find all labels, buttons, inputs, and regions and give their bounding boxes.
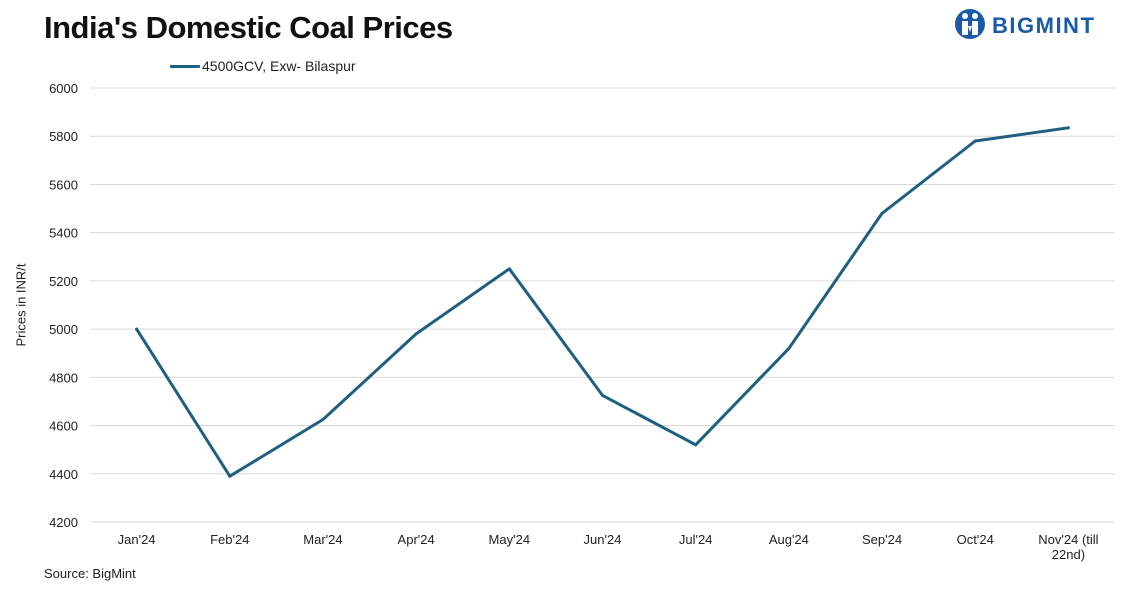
x-tick-label: May'24: [489, 532, 531, 547]
y-tick-label: 4600: [49, 419, 78, 434]
x-tick-label: Apr'24: [398, 532, 435, 547]
y-tick-label: 4800: [49, 370, 78, 385]
x-tick-label: Jan'24: [118, 532, 156, 547]
legend-swatch: [170, 64, 200, 68]
data-point: [321, 418, 325, 422]
data-point: [880, 211, 884, 215]
series-line: [135, 126, 1070, 478]
data-point: [694, 443, 698, 447]
y-tick-label: 5000: [49, 322, 78, 337]
data-point: [787, 346, 791, 350]
data-point: [601, 393, 604, 397]
y-tick-label: 5200: [49, 274, 78, 289]
x-tick-label: Nov'24 (till 22nd): [1038, 532, 1098, 562]
y-tick-label: 5600: [49, 177, 78, 192]
people-logo-icon: [955, 9, 985, 39]
data-point: [135, 327, 139, 331]
legend-label: 4500GCV, Exw- Bilaspur: [202, 58, 356, 74]
y-tick-label: 4200: [49, 515, 78, 530]
chart-title: India's Domestic Coal Prices: [44, 10, 453, 45]
data-point: [507, 267, 511, 271]
data-point: [414, 332, 418, 336]
x-tick-label: Jul'24: [679, 532, 713, 547]
x-tick-label: Feb'24: [210, 532, 249, 547]
x-tick-label: Sep'24: [862, 532, 902, 547]
y-tick-label: 4400: [49, 467, 78, 482]
data-point: [228, 474, 232, 478]
y-tick-label: 5800: [49, 129, 78, 144]
x-tick-label: Oct'24: [957, 532, 994, 547]
bigmint-logo: BIGMINT: [955, 9, 1095, 39]
legend: 4500GCV, Exw- Bilaspur: [170, 58, 356, 74]
x-tick-label: Aug'24: [769, 532, 809, 547]
y-tick-label: 5400: [49, 226, 78, 241]
y-tick-label: 6000: [49, 81, 78, 96]
data-point: [973, 139, 977, 143]
source-note: Source: BigMint: [44, 566, 136, 581]
x-tick-label: Jun'24: [584, 532, 622, 547]
brand-name: BIGMINT: [992, 13, 1095, 38]
x-tick-label: Mar'24: [303, 532, 342, 547]
data-point: [1066, 126, 1070, 130]
